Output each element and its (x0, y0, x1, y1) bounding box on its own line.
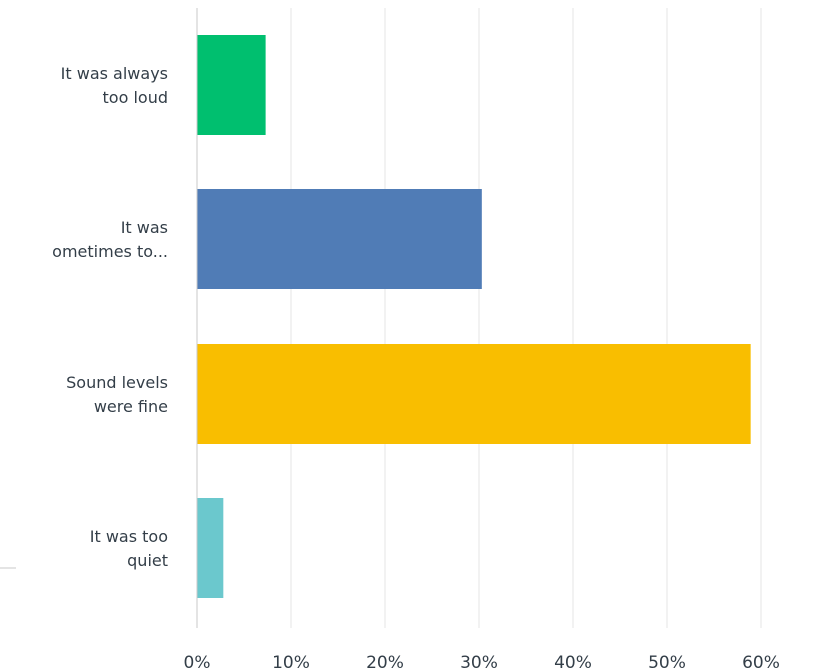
x-tick-label-0: 0% (184, 653, 211, 670)
category-label-3-line-2: were fine (94, 397, 168, 416)
grid-lines (196, 8, 762, 628)
category-label-3-line-1: Sound levels (66, 373, 168, 392)
category-label-2-line-1: It was (121, 218, 168, 237)
bar-4 (197, 498, 224, 598)
x-tick-label-60: 60% (742, 653, 780, 670)
x-tick-label-30: 30% (460, 653, 498, 670)
bar-1 (197, 35, 266, 135)
bar-3 (197, 344, 751, 444)
bar-2 (197, 189, 482, 289)
category-label-2-line-2: ometimes to... (52, 242, 168, 261)
x-tick-label-20: 20% (366, 653, 404, 670)
x-tick-label-40: 40% (554, 653, 592, 670)
x-tick-labels: 0% 10% 20% 30% 40% 50% 60% (184, 653, 780, 670)
category-labels: It was always too loud It was ometimes to..… (52, 64, 168, 570)
category-label-4-line-1: It was too (90, 527, 168, 546)
x-tick-label-10: 10% (272, 653, 310, 670)
bars (197, 35, 751, 598)
category-label-1-line-1: It was always (61, 64, 168, 83)
category-label-4-line-2: quiet (127, 551, 168, 570)
x-tick-label-50: 50% (648, 653, 686, 670)
category-label-1-line-2: too loud (103, 88, 168, 107)
